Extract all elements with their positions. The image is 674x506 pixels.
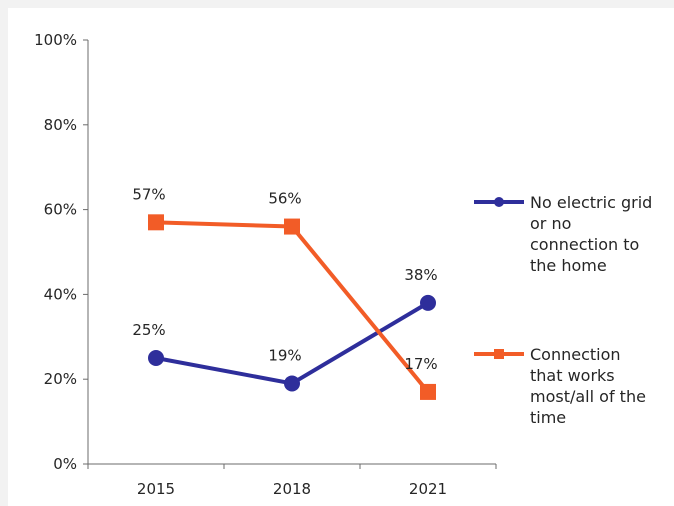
data-label: 19% <box>268 346 301 364</box>
data-point-marker <box>284 218 300 235</box>
y-tick-label: 60% <box>44 201 77 219</box>
chart-panel: 0% 20% 40% 60% 80% 100% 2015 2018 2021 25% 19% 38%… <box>8 8 674 506</box>
series-layer <box>148 214 436 400</box>
data-point-marker <box>420 294 436 311</box>
legend: No electric grid or no connection to the ho… <box>474 193 652 427</box>
legend-label: No electric grid or no connection to the ho… <box>530 193 652 275</box>
legend-item: Connection that works most/all of the time <box>474 345 646 427</box>
line-chart: 0% 20% 40% 60% 80% 100% 2015 2018 2021 25% 19% 38%… <box>34 31 652 498</box>
y-tick-label: 0% <box>53 455 77 473</box>
y-tick-label: 20% <box>44 370 77 388</box>
data-point-marker <box>284 375 300 392</box>
data-point-marker <box>148 350 164 366</box>
y-tick-label: 80% <box>44 116 77 134</box>
data-label: 25% <box>132 321 165 339</box>
data-labels: 25% 19% 38% 57% 56% 17% <box>132 185 437 373</box>
legend-label: Connection that works most/all of the time <box>530 345 646 427</box>
data-label: 56% <box>268 190 301 208</box>
data-label: 38% <box>404 266 437 284</box>
legend-marker <box>494 197 504 207</box>
legend-marker <box>494 349 504 359</box>
data-label: 57% <box>132 185 165 203</box>
data-point-marker <box>420 383 436 400</box>
data-point-marker <box>148 214 164 231</box>
data-label: 17% <box>404 355 437 373</box>
legend-item: No electric grid or no connection to the ho… <box>474 193 652 275</box>
y-tick-label: 100% <box>34 31 77 49</box>
axes: 0% 20% 40% 60% 80% 100% 2015 2018 2021 <box>34 31 497 498</box>
y-tick-label: 40% <box>44 285 77 303</box>
x-tick-label: 2021 <box>409 480 447 498</box>
x-tick-label: 2018 <box>273 480 311 498</box>
x-tick-label: 2015 <box>137 480 175 498</box>
